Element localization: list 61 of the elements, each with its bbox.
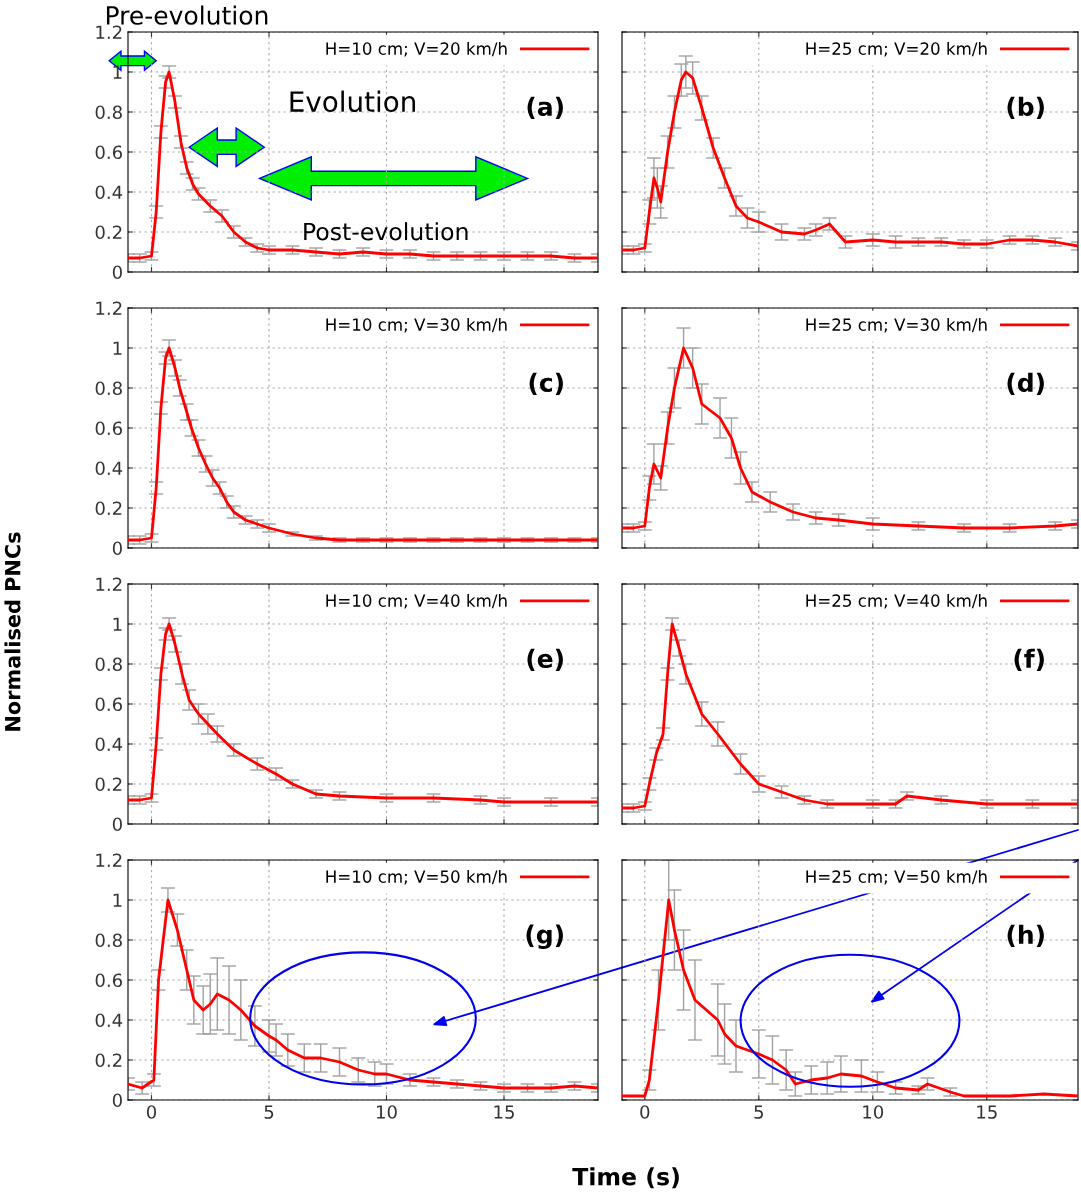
y-tick-label: 1 (113, 893, 122, 907)
legend-label: H=10 cm; V=30 km/h (326, 318, 507, 333)
y-tick-label: 0 (112, 1093, 122, 1108)
y-tick-label: 0.4 (95, 737, 123, 752)
y-tick-label: 1 (113, 617, 122, 631)
annotation: (h) (1007, 924, 1044, 947)
x-tick-label: 5 (754, 1105, 763, 1119)
y-tick-label: 0.8 (95, 105, 122, 120)
text: Pre-evolution (106, 5, 268, 25)
legend-label: H=10 cm; V=50 km/h (326, 870, 507, 885)
annotation: Evolution (290, 90, 415, 113)
annotation: Post-evolution (304, 222, 468, 241)
y-tick-label: 0.2 (95, 1053, 122, 1068)
legend-label: H=10 cm; V=40 km/h (326, 594, 507, 609)
annotation: (c) (529, 372, 563, 395)
x-tick-label: 15 (977, 1105, 997, 1119)
y-tick-label: 1.2 (96, 301, 122, 315)
y-tick-label: 0 (112, 817, 122, 832)
y-tick-label: 1.2 (96, 577, 122, 591)
y-tick-label: 0.2 (95, 225, 122, 240)
x-tick-label: 10 (863, 1105, 884, 1119)
x-tick-label: 0 (640, 1105, 650, 1119)
line-series (128, 898, 598, 1090)
x-tick-label: 5 (264, 1105, 274, 1119)
y-tick-label: 0.2 (95, 777, 122, 792)
x-axis-title: Time (s) (572, 1167, 679, 1189)
legend-label: H=25 cm; V=20 km/h (806, 42, 987, 57)
y-tick-label: 0.6 (95, 421, 122, 436)
x-tick-label: 15 (494, 1105, 514, 1119)
y-tick-label: 0.8 (95, 381, 122, 396)
line-series (128, 70, 598, 260)
y-tick-label: 0.4 (95, 461, 123, 476)
annotation: (d) (1007, 372, 1044, 395)
y-tick-label: 0.8 (95, 933, 122, 948)
annotation: (f) (1014, 648, 1044, 671)
y-tick-label: 1 (113, 65, 122, 79)
annotation: (b) (1007, 96, 1044, 119)
annotation: (a) (527, 96, 563, 119)
legend-label: H=25 cm; V=50 km/h (806, 870, 987, 885)
y-tick-label: 1 (113, 341, 122, 355)
y-tick-label: 0.6 (95, 973, 122, 988)
y-axis-title: Normalised PNCs (4, 532, 21, 731)
y-tick-label: 0.4 (95, 1013, 123, 1028)
line-series (128, 622, 598, 804)
y-tick-label: 0.6 (95, 145, 122, 160)
y-tick-label: 1.2 (96, 25, 122, 39)
y-tick-label: 0.2 (95, 501, 122, 516)
legend-label: H=25 cm; V=30 km/h (806, 318, 987, 333)
legend-label: H=25 cm; V=40 km/h (806, 594, 987, 609)
y-tick-label: 1.2 (96, 853, 122, 867)
line-series (128, 346, 598, 542)
y-tick-label: 0.8 (95, 657, 122, 672)
x-tick-label: 0 (146, 1105, 157, 1119)
annotation: (e) (527, 648, 563, 671)
x-tick-label: 10 (377, 1105, 397, 1119)
annotation: (g) (526, 924, 563, 949)
y-tick-label: 0.4 (95, 185, 123, 200)
y-tick-label: 0 (112, 541, 122, 556)
y-tick-label: 0.6 (95, 697, 122, 712)
y-tick-label: 0 (112, 265, 122, 280)
legend-label: H=10 cm; V=20 km/h (326, 42, 507, 57)
